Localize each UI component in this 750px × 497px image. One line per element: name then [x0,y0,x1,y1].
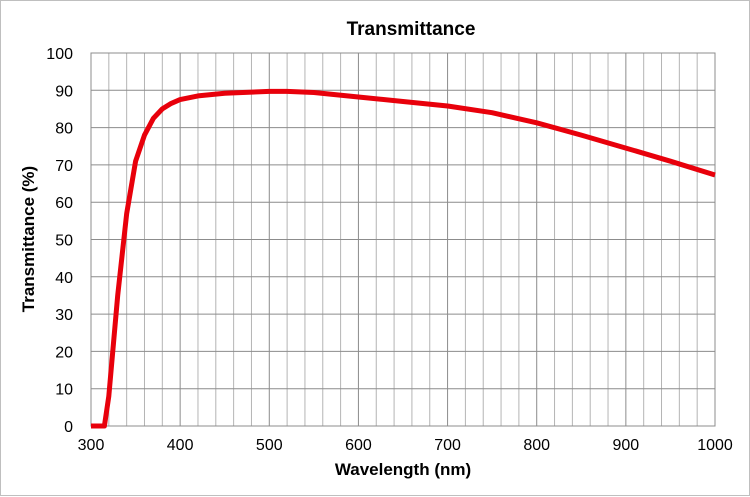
x-tick-label: 900 [613,437,640,454]
x-tick-label: 1000 [697,437,733,454]
transmittance-line [91,88,716,429]
y-tick-label: 80 [55,121,73,138]
x-axis-label: Wavelength (nm) [335,460,471,479]
y-tick-label: 40 [55,270,73,287]
y-tick-label: 70 [55,158,73,175]
grid [90,52,716,427]
y-tick-label: 100 [46,46,73,63]
y-tick-labels: 0 10 20 30 40 50 60 70 80 90 100 [46,46,73,436]
y-tick-label: 90 [55,83,73,100]
x-tick-label: 400 [167,437,194,454]
y-tick-label: 20 [55,344,73,361]
chart-title: Transmittance [347,19,476,40]
series-layer [91,88,716,429]
x-tick-label: 800 [523,437,550,454]
y-tick-label: 10 [55,382,73,399]
x-tick-label: 500 [256,437,283,454]
x-tick-label: 600 [345,437,372,454]
x-tick-labels: 300 400 500 600 700 800 900 1000 [78,437,733,454]
x-tick-label: 700 [434,437,461,454]
y-axis-label: Transmittance (%) [19,166,38,312]
x-tick-label: 300 [78,437,105,454]
y-tick-label: 0 [64,419,73,436]
y-tick-label: 30 [55,307,73,324]
plot-area-border [90,52,716,427]
y-tick-label: 60 [55,195,73,212]
y-tick-label: 50 [55,233,73,250]
